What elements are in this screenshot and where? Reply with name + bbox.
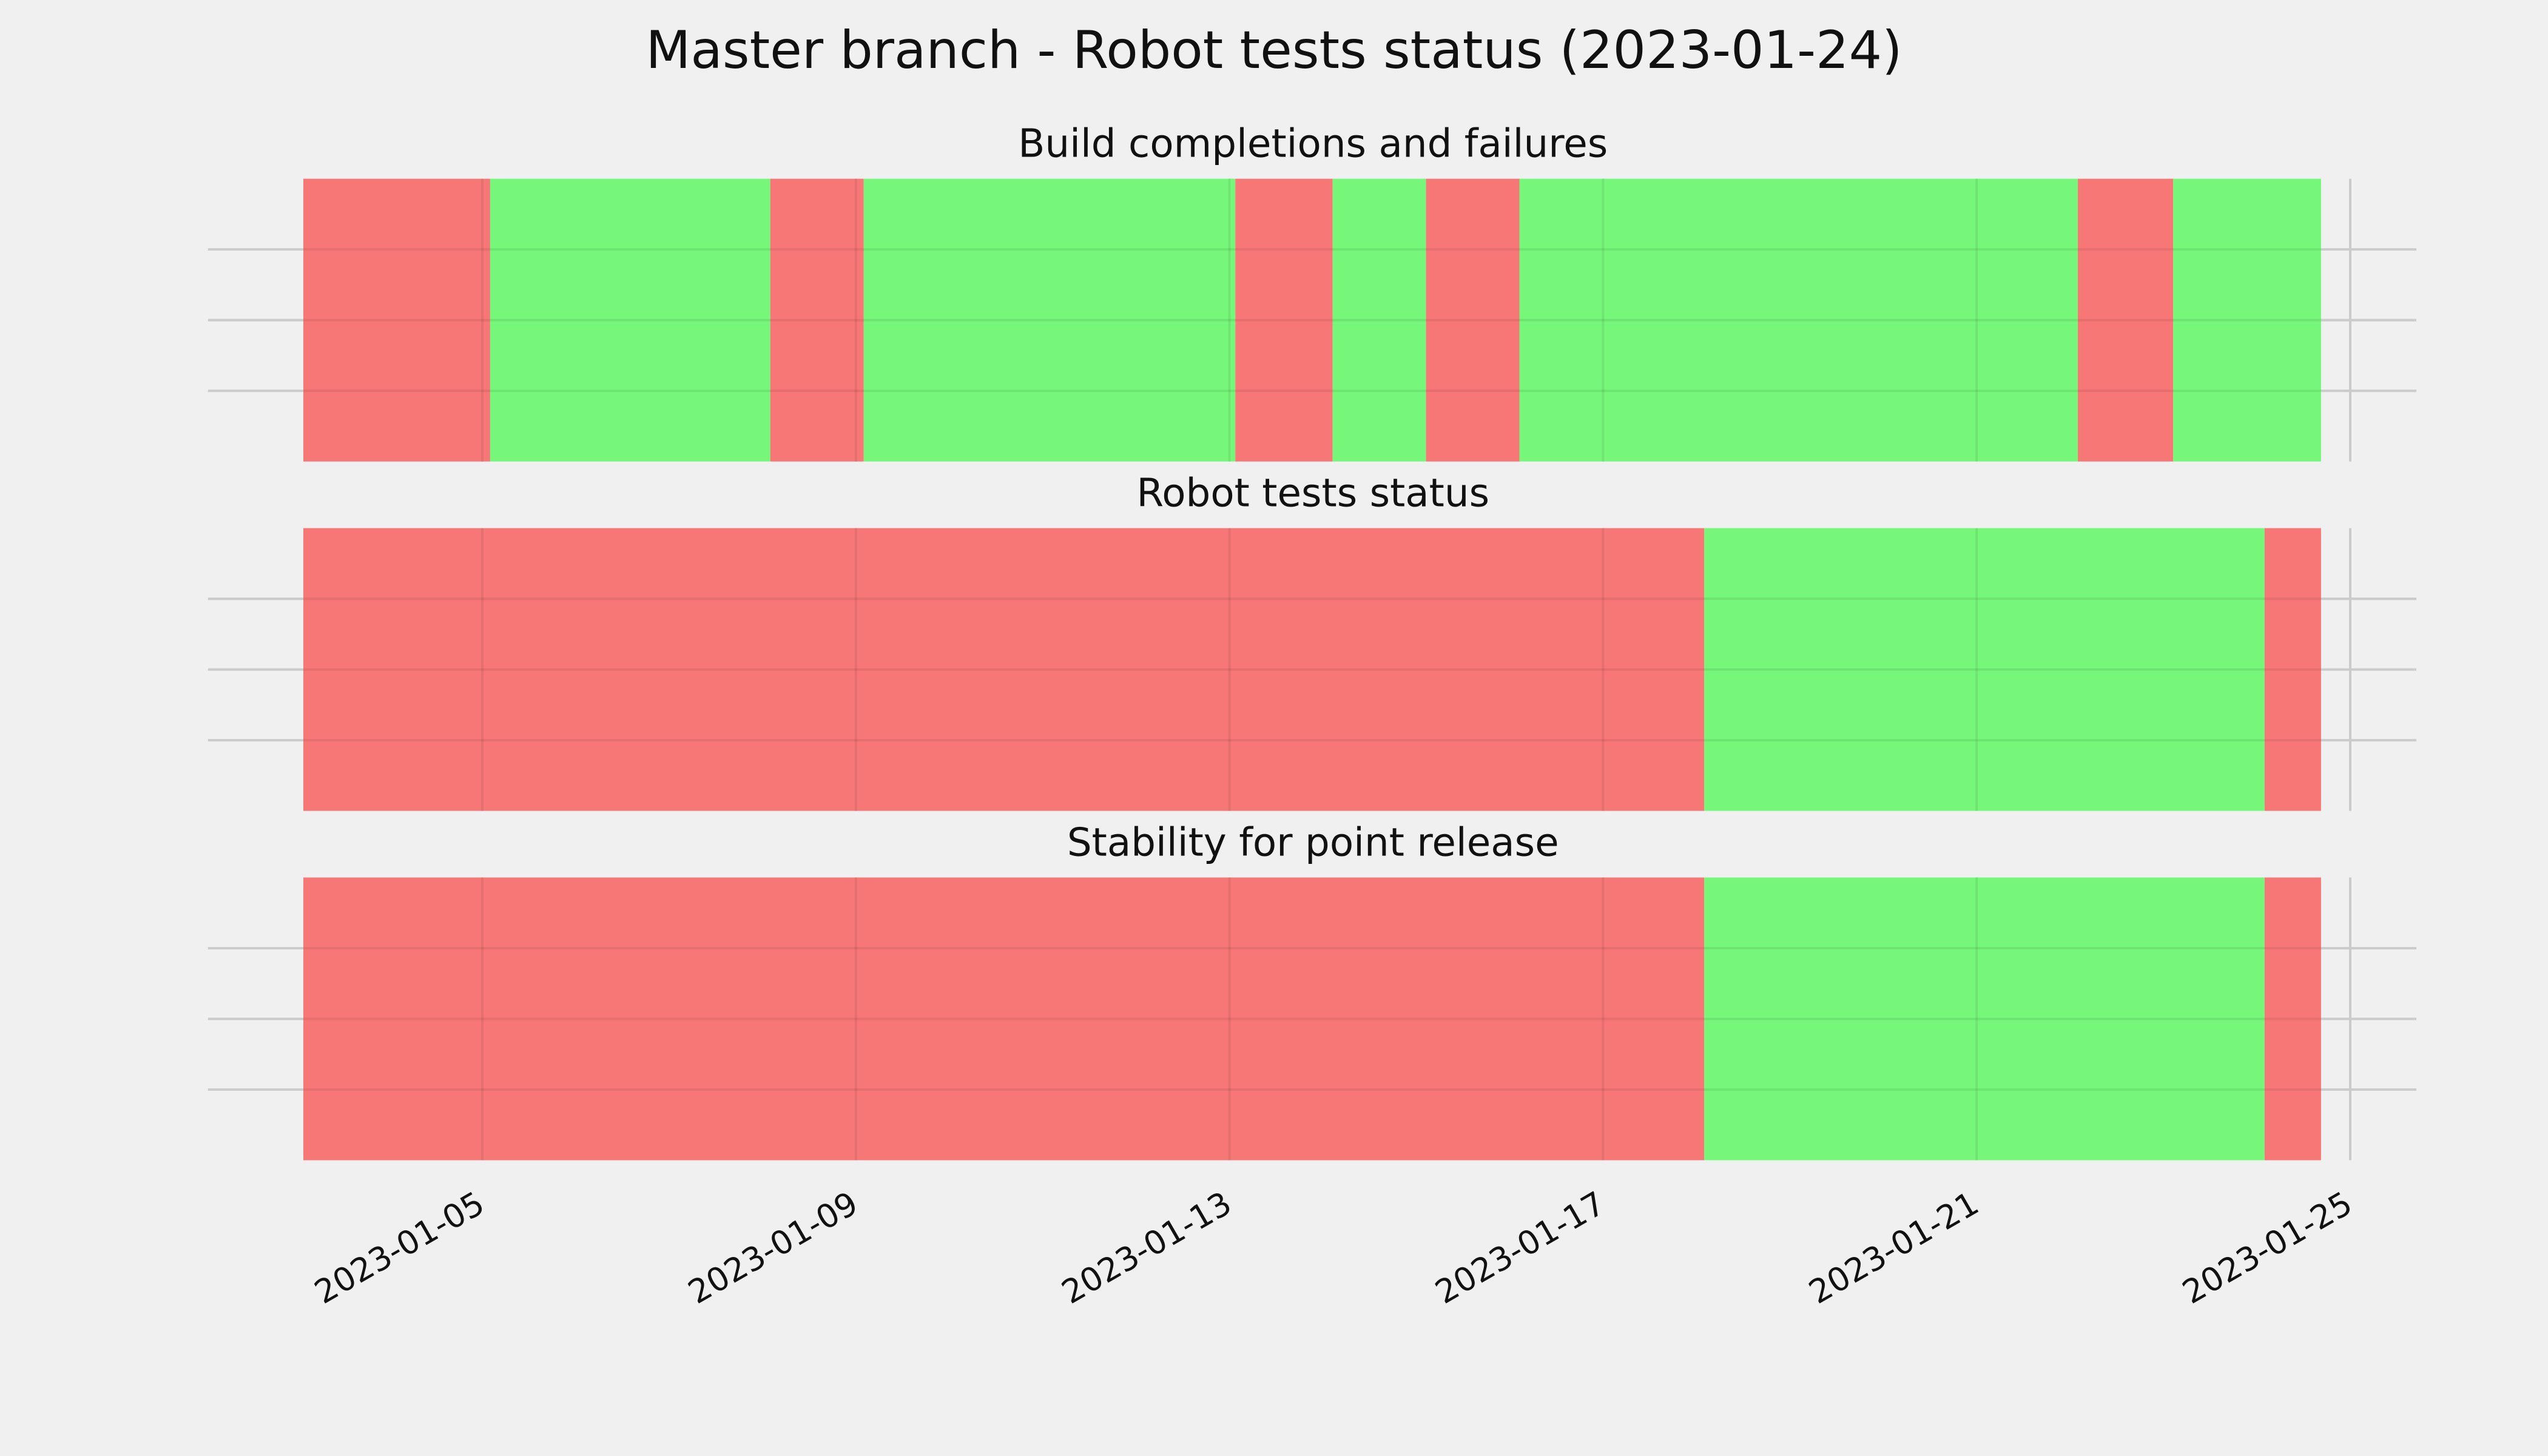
status-segment — [490, 178, 770, 462]
status-segment — [770, 178, 864, 462]
chart-title: Master branch - Robot tests status (2023… — [645, 20, 1902, 81]
status-segment — [2173, 178, 2321, 462]
status-segment — [2264, 528, 2321, 811]
subplot-title: Build completions and failures — [1018, 121, 1608, 167]
status-segment — [1332, 178, 1426, 462]
subplot-title: Robot tests status — [1136, 471, 1489, 516]
status-segment — [863, 178, 1236, 462]
status-segment — [2264, 877, 2321, 1161]
status-segment — [2077, 178, 2174, 462]
status-segment — [1426, 178, 1520, 462]
status-segment — [303, 877, 1705, 1161]
status-segment — [303, 528, 1705, 811]
status-segment — [1704, 528, 2265, 811]
status-segment — [1519, 178, 2078, 462]
subplot-title: Stability for point release — [1067, 820, 1559, 865]
status-segment — [1704, 877, 2265, 1161]
status-segment — [1235, 178, 1333, 462]
status-segment — [303, 178, 490, 462]
